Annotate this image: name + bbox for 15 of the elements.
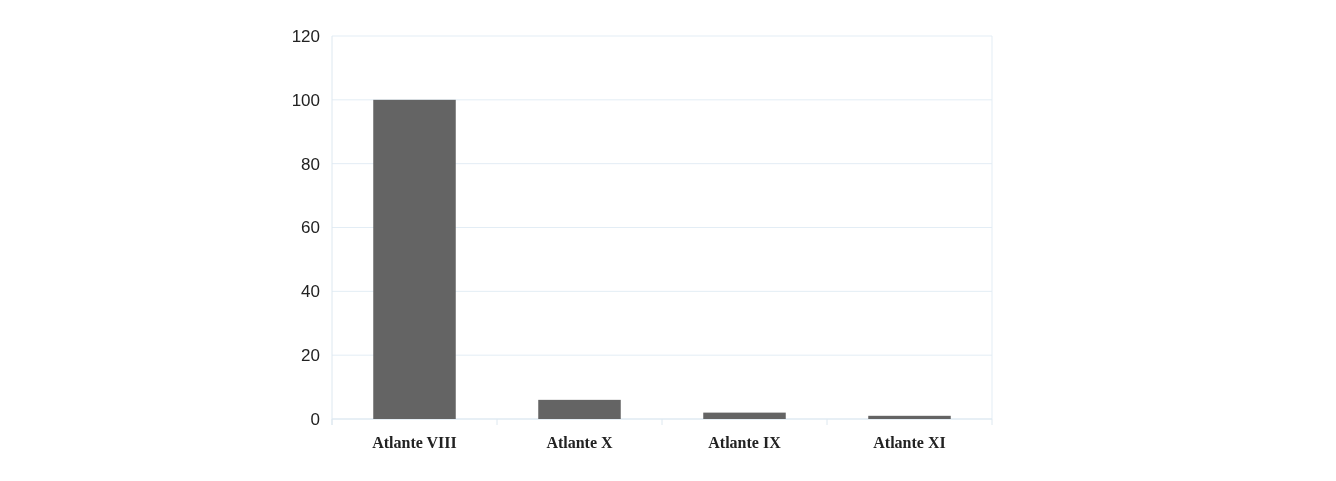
y-tick-label: 120	[291, 26, 320, 46]
x-tick-label: Atlante XI	[873, 434, 946, 451]
y-tick-label: 40	[301, 282, 320, 302]
x-tick-label: Atlante IX	[708, 434, 782, 451]
bar	[868, 415, 951, 419]
y-tick-label: 20	[301, 346, 320, 366]
y-tick-label: 100	[291, 90, 320, 110]
y-tick-label: 0	[310, 409, 320, 429]
bar	[538, 399, 621, 419]
y-tick-label: 60	[301, 218, 320, 238]
x-tick-label: Atlante X	[546, 434, 614, 451]
bar	[703, 412, 786, 419]
y-tick-label: 80	[301, 154, 320, 174]
x-tick-label: Atlante VIII	[372, 434, 457, 451]
bar	[373, 99, 456, 419]
